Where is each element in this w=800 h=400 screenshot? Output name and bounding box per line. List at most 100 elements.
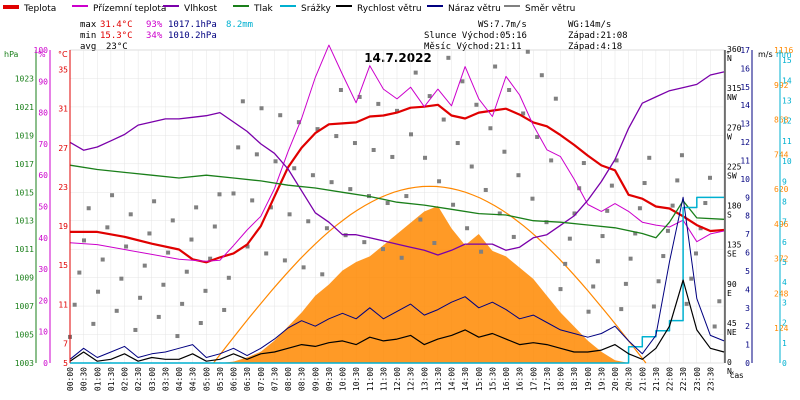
wind-direction-point xyxy=(348,187,353,192)
x-axis-tick: 18:00 xyxy=(557,367,566,391)
wind-direction-point xyxy=(647,155,652,160)
wind-direction-point xyxy=(441,117,446,122)
wind-direction-point xyxy=(245,244,250,249)
rain-axis-tick: 10 xyxy=(782,157,792,166)
wind-direction-point xyxy=(437,179,442,184)
x-axis-tick: 22:00 xyxy=(666,367,675,391)
humidity-axis-tick: 0 xyxy=(43,359,48,368)
wind-direction-point xyxy=(282,258,287,263)
direction-axis-tick: 360 xyxy=(727,45,742,54)
wind-direction-point xyxy=(334,134,339,139)
pressure-axis-tick: 1015 xyxy=(15,188,34,197)
wind-direction-point xyxy=(170,218,175,223)
direction-axis-tick: 270 xyxy=(727,123,742,132)
temperature-axis-tick: 31 xyxy=(58,105,68,114)
wind-direction-point xyxy=(268,205,273,210)
wind-direction-point xyxy=(380,247,385,252)
chart-date: 14.7.2022 xyxy=(364,51,432,65)
wind-direction-point xyxy=(324,226,329,231)
humidity-axis-tick: 50 xyxy=(38,203,48,212)
x-axis-tick: 13:30 xyxy=(434,367,443,391)
stats-rain-total: 8.2mm xyxy=(226,20,253,30)
wind-direction-point xyxy=(670,203,675,208)
wind-axis-tick: 3 xyxy=(745,304,750,313)
wind-direction-point xyxy=(539,73,544,78)
direction-axis-tick: 0 xyxy=(727,358,732,367)
wind-direction-point xyxy=(166,250,171,255)
direction-axis-tick: 225 xyxy=(727,162,742,171)
x-axis-tick: 06:00 xyxy=(230,367,239,391)
pressure-axis-tick: 1017 xyxy=(15,160,34,169)
wind-direction-point xyxy=(497,211,502,216)
wind-direction-point xyxy=(675,178,680,183)
legend-item-feels-like: Přízemní teplota xyxy=(72,4,166,14)
x-axis-tick: 06:30 xyxy=(243,367,252,391)
legend-swatch-pressure xyxy=(233,5,249,7)
solar-axis-tick: 744 xyxy=(774,150,789,159)
x-axis-tick: 22:30 xyxy=(679,367,688,391)
humidity-axis-tick: 60 xyxy=(38,171,48,180)
humidity-axis-tick: 30 xyxy=(38,265,48,274)
wind-direction-point xyxy=(296,120,301,125)
humidity-axis-unit: % xyxy=(38,50,46,59)
x-axis-tick: 03:00 xyxy=(148,367,157,391)
wind-direction-point xyxy=(86,206,91,211)
wind-direction-point xyxy=(138,295,143,300)
x-axis-tick: 16:30 xyxy=(516,367,525,391)
wind-direction-point xyxy=(222,307,227,312)
wind-direction-point xyxy=(142,263,147,268)
wind-direction-point xyxy=(609,183,614,188)
wind-direction-point xyxy=(371,147,376,152)
wind-direction-point xyxy=(306,219,311,224)
wind-direction-point xyxy=(586,309,591,314)
wind-direction-point xyxy=(572,211,577,216)
series-lines xyxy=(69,44,725,364)
wind-direction-point xyxy=(259,106,264,111)
rain-axis-tick: 13 xyxy=(782,96,792,105)
wind-direction-point xyxy=(395,108,399,113)
wind-direction-point xyxy=(352,141,357,146)
humidity-line xyxy=(69,71,725,256)
rain-axis-tick: 11 xyxy=(782,137,792,146)
wind-direction-point xyxy=(226,275,231,280)
stats-min-humidity: 34% xyxy=(146,31,163,41)
feels-like-line xyxy=(69,44,725,262)
legend-swatch-wind-gust xyxy=(427,5,443,7)
x-axis-tick: 16:00 xyxy=(502,367,511,391)
x-axis-tick: 13:00 xyxy=(420,367,429,391)
wind-direction-point xyxy=(250,198,255,203)
x-axis-tick: 18:30 xyxy=(570,367,579,391)
wind-direction-point xyxy=(679,153,684,158)
wind-direction-point xyxy=(82,238,87,243)
solar-axis-tick: 496 xyxy=(774,220,789,229)
x-axis-tick: 15:00 xyxy=(475,367,484,391)
direction-axis-label: NW xyxy=(727,93,737,102)
solar-axis-tick: 372 xyxy=(774,255,789,264)
rain-axis-tick: 0 xyxy=(782,359,787,368)
wind-direction-point xyxy=(642,181,647,186)
wind-direction-point xyxy=(553,96,558,101)
x-axis-tick: 17:00 xyxy=(529,367,538,391)
wind-direction-point xyxy=(329,180,334,185)
rain-axis-tick: 6 xyxy=(782,238,787,247)
x-axis-tick: 08:30 xyxy=(298,367,307,391)
wind-direction-point xyxy=(72,302,77,307)
stats-min-label: min xyxy=(80,31,96,41)
wind-direction-point xyxy=(114,308,119,313)
wind-direction-point xyxy=(147,231,152,236)
solar-axis-tick: 992 xyxy=(774,81,789,90)
x-axis-tick: 04:00 xyxy=(175,367,184,391)
solar-axis-tick: 124 xyxy=(774,324,789,333)
wind-direction-point xyxy=(264,251,269,256)
humidity-axis-tick: 100 xyxy=(34,46,49,55)
legend-swatch-wind-speed xyxy=(336,5,352,7)
stats-min-temp: 15.3°C xyxy=(100,31,133,41)
rain-axis-tick: 8 xyxy=(782,197,787,206)
rain-line xyxy=(70,196,724,364)
wind-direction-point xyxy=(502,149,507,154)
wind-direction-point xyxy=(460,79,465,84)
direction-axis-label: NE xyxy=(727,328,737,337)
x-axis-tick: 00:30 xyxy=(80,367,89,391)
rain-axis-tick: 12 xyxy=(782,117,792,126)
